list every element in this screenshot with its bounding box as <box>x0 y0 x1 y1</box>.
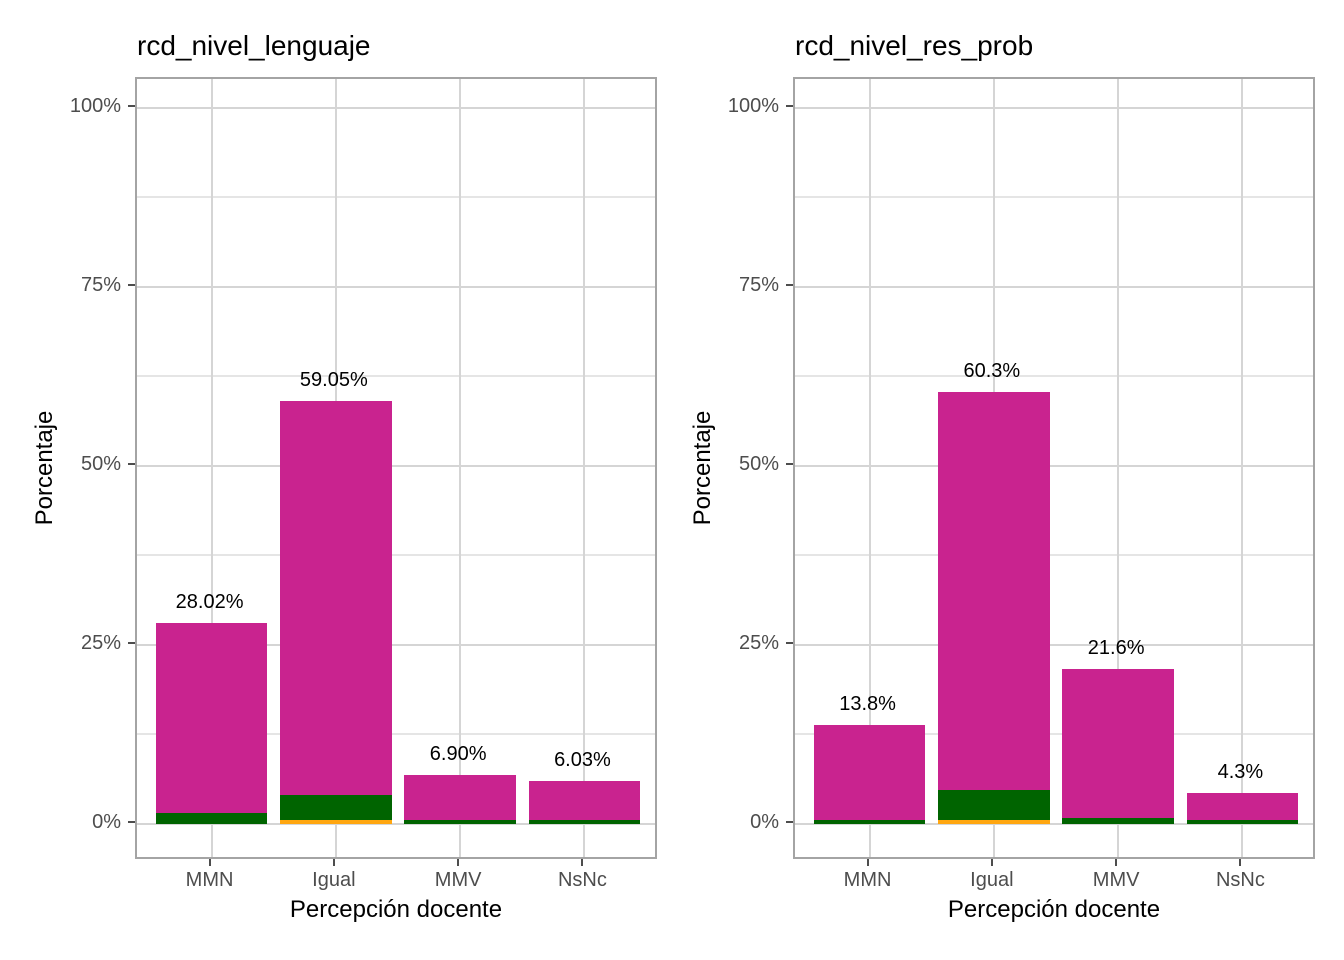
bar-segment-magenta <box>813 725 926 821</box>
gridline-major <box>210 79 213 857</box>
y-tick-mark <box>128 462 135 465</box>
x-axis-title: Percepción docente <box>289 896 503 923</box>
bar-segment-green <box>1062 817 1175 824</box>
y-tick-label: 75% <box>738 273 779 296</box>
x-tick-mark <box>581 859 584 866</box>
gridline-major <box>137 823 655 825</box>
bar-value-label: 21.6% <box>1087 637 1145 660</box>
y-tick-mark <box>128 821 135 823</box>
x-tick-mark <box>866 859 869 866</box>
gridline-major <box>795 106 1313 109</box>
x-tick-label: MMN <box>843 869 892 891</box>
gridline-major <box>459 79 462 857</box>
bar-segment-green <box>279 794 392 821</box>
chart-rcd-nivel-lenguaje: rcd_nivel_lenguaje Porcentaje 28.02% 59.05%… <box>31 30 657 923</box>
bar-value-label: 4.3% <box>1217 761 1264 784</box>
y-tick-label: 25% <box>80 631 121 654</box>
y-tick-label: 0% <box>750 811 779 833</box>
y-tick-mark <box>786 104 793 107</box>
gridline-minor <box>137 375 655 378</box>
x-tick-mark <box>990 859 993 866</box>
gridline-major <box>583 79 586 857</box>
bar-segment-magenta <box>404 774 517 820</box>
bar-value-label: 6.03% <box>554 748 611 771</box>
chart-rcd-nivel-res-prob: rcd_nivel_res_prob Porcentaje 13.8% 60.3% 21… <box>672 0 1344 960</box>
plot-panel <box>135 77 657 859</box>
y-tick-label: 100% <box>727 94 779 117</box>
x-tick-mark <box>457 859 460 866</box>
y-tick-mark <box>128 283 135 286</box>
x-tick-label: Igual <box>312 869 356 891</box>
gridline-minor <box>795 733 1313 736</box>
y-tick-label: 50% <box>738 452 779 475</box>
gridline-major <box>137 106 655 109</box>
y-tick-label: 75% <box>80 273 121 296</box>
bar-value-label: 59.05% <box>299 368 368 391</box>
x-tick-mark <box>1115 859 1118 866</box>
x-tick-mark <box>208 859 211 866</box>
gridline-major <box>137 464 655 467</box>
x-tick-label: NsNc <box>1215 869 1265 891</box>
x-tick-label: MMV <box>1092 869 1140 891</box>
bar-segment-orange <box>937 820 1050 824</box>
gridline-minor <box>795 554 1313 557</box>
bar-segment-magenta <box>279 400 392 795</box>
chart-title: rcd_nivel_lenguaje <box>137 30 371 61</box>
gridline-minor <box>137 554 655 557</box>
bar-value-label: 13.8% <box>839 693 896 716</box>
gridline-major <box>137 643 655 646</box>
gridline-major <box>795 285 1313 288</box>
y-tick-label: 0% <box>92 811 121 833</box>
plot-panel <box>793 77 1315 859</box>
bar-segment-green <box>937 789 1050 821</box>
y-tick-mark <box>786 641 793 644</box>
bar-segment-magenta <box>528 780 641 820</box>
bar-segment-magenta <box>1062 669 1175 818</box>
x-tick-mark <box>1239 859 1242 866</box>
bar-segment-green <box>155 812 268 824</box>
y-tick-mark <box>786 821 793 823</box>
bar-segment-magenta <box>155 623 268 813</box>
x-tick-label: MMN <box>185 869 234 891</box>
x-tick-label: NsNc <box>557 869 607 891</box>
y-tick-label: 100% <box>69 94 121 117</box>
bar-segment-orange <box>279 820 392 824</box>
gridline-major <box>137 285 655 288</box>
bar-segment-green <box>813 820 926 824</box>
gridline-minor <box>795 196 1313 199</box>
gridline-major <box>868 79 871 857</box>
x-tick-label: Igual <box>970 869 1014 891</box>
gridline-major <box>795 823 1313 825</box>
chart-title: rcd_nivel_res_prob <box>795 30 1034 61</box>
gridline-major <box>795 464 1313 467</box>
x-tick-label: MMV <box>434 869 482 891</box>
y-tick-mark <box>128 641 135 644</box>
bar-segment-green <box>1186 819 1299 824</box>
bar-value-label: 60.3% <box>963 359 1021 382</box>
y-tick-label: 25% <box>738 631 779 654</box>
y-tick-mark <box>128 104 135 107</box>
gridline-major <box>795 643 1313 646</box>
y-tick-mark <box>786 283 793 286</box>
gridline-minor <box>795 375 1313 378</box>
gridline-major <box>1117 79 1120 857</box>
y-tick-label: 50% <box>80 452 121 475</box>
x-axis-title: Percepción docente <box>947 896 1161 923</box>
gridline-major <box>1241 79 1244 857</box>
bar-segment-magenta <box>937 391 1050 790</box>
gridline-minor <box>137 733 655 736</box>
bar-value-label: 28.02% <box>175 591 244 614</box>
bar-segment-green <box>404 819 517 824</box>
gridline-minor <box>137 196 655 199</box>
bar-segment-green <box>528 819 641 824</box>
bar-value-label: 6.90% <box>429 742 487 765</box>
y-tick-mark <box>786 462 793 465</box>
x-tick-mark <box>332 859 335 866</box>
bar-segment-magenta <box>1186 793 1299 820</box>
